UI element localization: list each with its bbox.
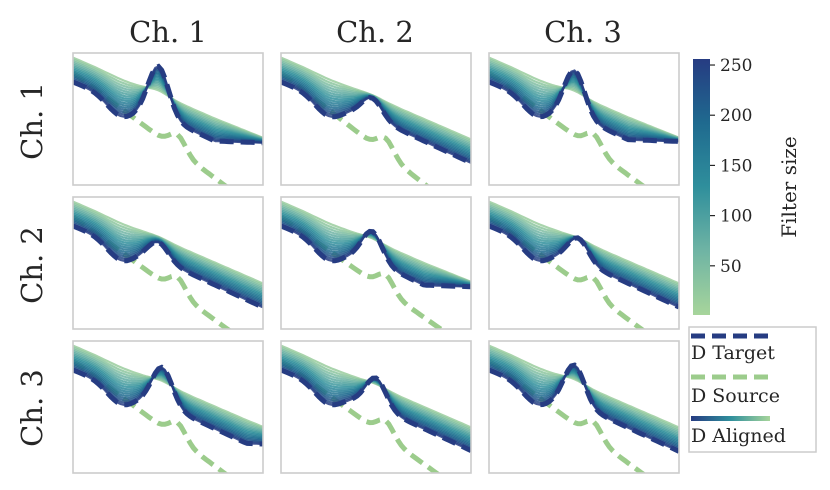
aligned-line-48 <box>73 348 263 431</box>
column-title-2: Ch. 2 <box>336 15 414 49</box>
panel-r2-c1 <box>72 196 264 330</box>
panel-r2-c3 <box>488 196 680 330</box>
row-title-2: Ch. 2 <box>15 226 49 304</box>
panel-frame <box>72 340 264 474</box>
panel-grid <box>72 52 680 474</box>
source-line <box>281 70 430 185</box>
column-title-3: Ch. 3 <box>544 15 622 49</box>
legend-frame <box>688 326 817 453</box>
target-line <box>281 367 471 453</box>
row-title-1: Ch. 1 <box>15 82 49 160</box>
legend-target-label: D Target <box>691 342 775 364</box>
legend-source-label: D Source <box>691 385 780 407</box>
column-title-1: Ch. 1 <box>129 15 207 49</box>
colorbar-tick-label: 250 <box>720 56 752 76</box>
panel-r2-c2 <box>280 196 472 330</box>
legend-aligned-label: D Aligned <box>691 425 786 447</box>
legend-aligned-swatch <box>691 416 770 421</box>
panel-r3-c2 <box>280 340 472 474</box>
panel-frame <box>280 52 472 186</box>
colorbar-tick-label: 50 <box>720 257 742 277</box>
panel-r1-c3 <box>488 52 680 186</box>
target-line <box>281 79 471 166</box>
source-line <box>73 358 229 473</box>
source-line <box>489 358 646 473</box>
panel-r1-c1 <box>72 52 264 186</box>
target-line <box>73 63 263 146</box>
aligned-line-48 <box>281 348 471 432</box>
aligned-line-48 <box>489 204 679 288</box>
colorbar-tick-label: 150 <box>720 156 752 176</box>
colorbar-tick-label: 200 <box>720 106 752 126</box>
source-line <box>73 70 229 185</box>
colorbar: 50 100 150 200 250 Filter size <box>693 56 801 315</box>
target-line <box>73 364 263 447</box>
source-line <box>281 358 441 473</box>
row-title-3: Ch. 3 <box>15 369 49 447</box>
colorbar-label: Filter size <box>777 136 801 238</box>
aligned-line-48 <box>489 348 679 433</box>
panel-frame <box>280 196 472 330</box>
colorbar-gradient <box>693 59 710 315</box>
panel-r3-c3 <box>488 340 680 474</box>
panel-frame <box>72 52 264 186</box>
panel-r1-c2 <box>280 52 472 186</box>
legend: D Target D Source D Aligned <box>688 326 817 453</box>
source-line <box>73 214 232 329</box>
panel-frame <box>72 196 264 330</box>
source-line <box>281 214 445 329</box>
panel-frame <box>488 196 680 330</box>
target-line <box>73 223 263 310</box>
source-line <box>489 214 646 329</box>
panel-frame <box>280 340 472 474</box>
panel-frame <box>488 52 680 186</box>
source-line <box>489 70 646 185</box>
aligned-line-256 <box>281 225 471 288</box>
target-line <box>489 223 679 310</box>
target-line <box>489 362 679 454</box>
colorbar-tick-label: 100 <box>720 207 752 227</box>
panel-frame <box>488 340 680 474</box>
panel-r3-c1 <box>72 340 264 474</box>
target-line <box>489 67 679 144</box>
colorbar-ticks: 50 100 150 200 250 <box>710 56 752 277</box>
